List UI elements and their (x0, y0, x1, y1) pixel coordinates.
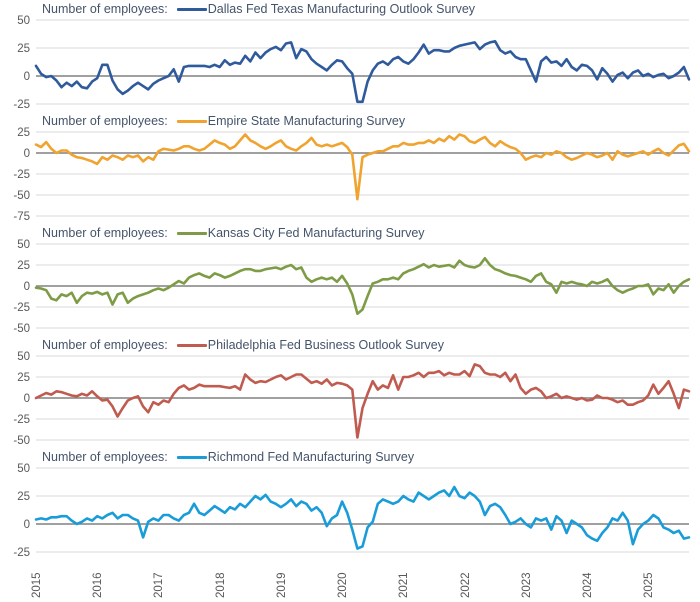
legend-richmond: Number of employees: Richmond Fed Manufac… (42, 449, 414, 465)
legend-line-swatch-philadelphia (176, 343, 207, 347)
legend-line-swatch-kansas (176, 231, 207, 235)
x-tick-label-2023: 2023 (520, 572, 533, 598)
plot-philadelphia: 50 25 0 -25 -50 (13, 351, 691, 447)
y-tick-label: 0 (24, 71, 30, 83)
series-title-richmond: Richmond Fed Manufacturing Survey (207, 450, 415, 464)
y-tick-label: -25 (13, 302, 30, 314)
series-line-dallas (34, 39, 691, 104)
x-tick-label-2022: 2022 (459, 572, 472, 598)
x-tick-label-2020: 2020 (337, 572, 350, 598)
series-title-dallas: Dallas Fed Texas Manufacturing Outlook S… (207, 2, 476, 16)
series-line-empire (34, 133, 691, 201)
legend-empire: Number of employees: Empire State Manufac… (42, 113, 405, 129)
series-title-empire: Empire State Manufacturing Survey (207, 114, 406, 128)
y-tick-label: 50 (17, 351, 30, 363)
y-tick-label: -25 (13, 547, 30, 559)
panel-richmond: 50 25 0 -25 Number of employees: Richmond Fed… (0, 448, 700, 560)
y-tick-label: -50 (13, 435, 30, 447)
legend-line-swatch-empire (176, 119, 207, 123)
y-tick-label: 50 (17, 239, 30, 251)
y-tick-label: 25 (17, 260, 30, 272)
plot-dallas: 50 25 0 -25 (13, 15, 691, 111)
legend-prefix-label: Number of employees: (42, 2, 168, 16)
x-tick-label-2025: 2025 (643, 572, 656, 598)
y-tick-label: -25 (13, 414, 30, 426)
x-tick-label-2021: 2021 (398, 572, 411, 598)
plot-kansas: 50 25 0 -25 -50 (13, 239, 691, 335)
series-title-philadelphia: Philadelphia Fed Business Outlook Survey (207, 338, 445, 352)
y-tick-label: -50 (13, 190, 30, 202)
x-tick-label-2024: 2024 (582, 572, 594, 598)
panel-dallas: 50 25 0 -25 Number of employees: Dallas Fed T… (0, 0, 700, 112)
series-title-kansas: Kansas City Fed Manufacturing Survey (207, 226, 425, 240)
panel-kansas: 50 25 0 -25 -50 Number of employees: Kansas Ci… (0, 224, 700, 336)
x-tick-label-2019: 2019 (275, 572, 288, 598)
legend-prefix-label: Number of employees: (42, 450, 168, 464)
series-line-richmond (34, 485, 691, 550)
y-tick-label: 0 (24, 148, 30, 160)
x-tick-label-2018: 2018 (214, 572, 227, 598)
legend-line-swatch-dallas (176, 7, 207, 11)
y-tick-label: -50 (13, 323, 30, 335)
y-tick-label: -25 (13, 169, 30, 181)
y-tick-label: 25 (17, 491, 30, 503)
panel-empire: 25 0 -25 -50 -75 Number of employees: Empire S… (0, 112, 700, 224)
series-line-kansas (34, 256, 691, 315)
y-tick-label: 25 (17, 127, 30, 139)
y-tick-label: 0 (24, 519, 30, 531)
y-tick-label: 25 (17, 43, 30, 55)
series-line-philadelphia (34, 363, 691, 439)
panel-philadelphia: 50 25 0 -25 -50 Number of employees: Philadelp… (0, 336, 700, 448)
legend-prefix-label: Number of employees: (42, 226, 168, 240)
y-tick-label: 0 (24, 393, 30, 405)
x-tick-label-2017: 2017 (153, 572, 166, 598)
y-tick-label: -75 (13, 211, 30, 223)
x-axis: 2015 2016 2017 2018 2019 2020 2021 2022 2023 2024… (0, 560, 700, 602)
x-tick-label-2016: 2016 (92, 572, 105, 598)
legend-line-swatch-richmond (176, 455, 207, 459)
x-tick-label-2015: 2015 (31, 572, 43, 598)
y-tick-label: -25 (13, 99, 30, 111)
y-tick-label: 25 (17, 372, 30, 384)
y-tick-label: 50 (17, 463, 30, 475)
legend-prefix-label: Number of employees: (42, 338, 168, 352)
legend-prefix-label: Number of employees: (42, 114, 168, 128)
plot-richmond: 50 25 0 -25 (13, 463, 691, 559)
legend-dallas: Number of employees: Dallas Fed Texas Man… (42, 1, 475, 17)
y-tick-label: 0 (24, 281, 30, 293)
plot-empire: 25 0 -25 -50 -75 (13, 127, 691, 223)
legend-philadelphia: Number of employees: Philadelphia Fed Bus… (42, 337, 444, 353)
small-multiples-chart: 50 25 0 -25 Number of employees: Dallas Fed T… (0, 0, 700, 560)
legend-kansas: Number of employees: Kansas City Fed Manu… (42, 225, 425, 241)
y-tick-label: 50 (17, 15, 30, 27)
